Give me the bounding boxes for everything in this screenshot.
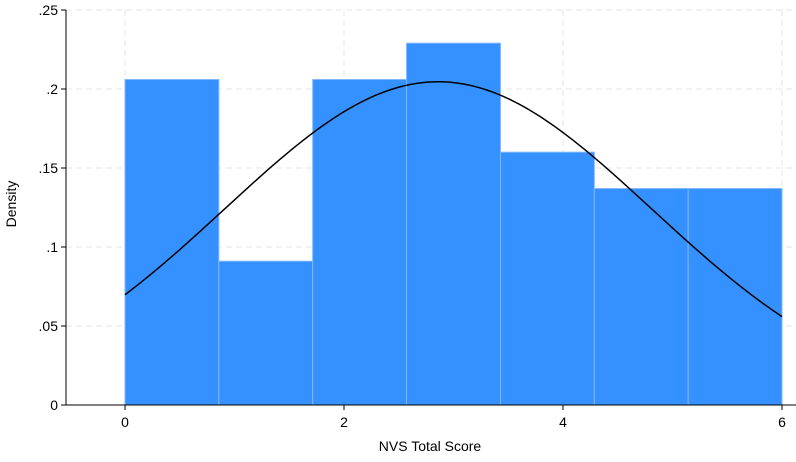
axes-layer: 0 .05 .1 .15 .2 .25 0 2 4 6 [39,2,796,430]
histogram-bar [124,79,220,406]
histogram-bar [499,151,595,406]
y-tick-label: .1 [46,239,58,255]
y-tick-label: .2 [46,81,58,97]
histogram-bar [593,188,689,406]
histogram-bar [312,79,408,406]
x-tick-label: 6 [778,414,786,430]
x-tick-label: 0 [121,414,129,430]
histogram-bar [218,260,314,406]
histogram-bar [687,188,783,406]
y-tick-label: .05 [39,318,59,334]
y-tick-label: 0 [50,397,58,413]
y-axis-title: Density [3,181,19,228]
histogram-bar [406,42,501,406]
x-axis-title: NVS Total Score [379,438,482,454]
normal-density-curve [124,81,783,318]
x-tick-label: 2 [340,414,348,430]
x-tick-label: 4 [559,414,567,430]
curve-layer [124,81,783,318]
y-tick-label: .15 [39,160,59,176]
y-tick-label: .25 [39,2,59,18]
bars-layer [124,42,783,406]
